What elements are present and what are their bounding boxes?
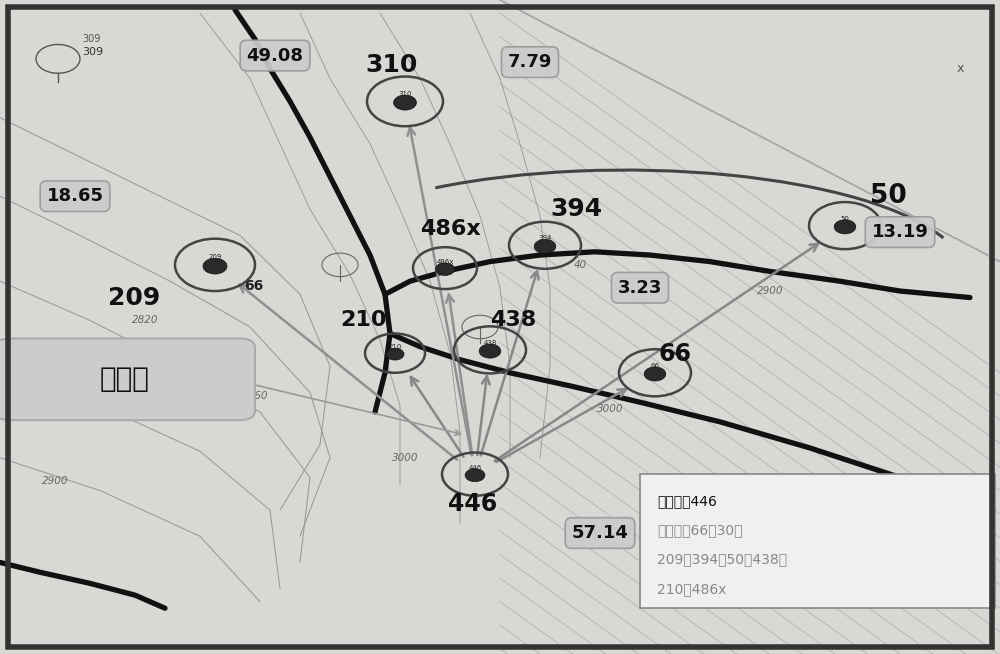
Circle shape: [534, 239, 556, 254]
Circle shape: [394, 95, 416, 110]
Text: 注剂井：446: 注剂井：446: [657, 494, 717, 508]
Text: 注剂井: 注剂井: [100, 366, 150, 393]
Text: 209: 209: [108, 286, 160, 309]
Text: 394: 394: [550, 198, 602, 221]
Text: 209、394、50、438、: 209、394、50、438、: [657, 553, 787, 566]
Text: 2900: 2900: [42, 475, 68, 486]
Text: 446: 446: [468, 465, 482, 471]
Text: 2860: 2860: [37, 364, 63, 375]
Text: 438: 438: [490, 311, 536, 330]
Text: 486x: 486x: [436, 259, 454, 265]
Circle shape: [834, 220, 856, 234]
Text: 210: 210: [340, 311, 386, 330]
Circle shape: [386, 348, 404, 360]
Text: 见剂井：66、30、: 见剂井：66、30、: [657, 523, 742, 537]
Circle shape: [203, 258, 227, 274]
Text: 66: 66: [658, 343, 691, 366]
Text: 57.14: 57.14: [572, 524, 628, 542]
Text: 2860: 2860: [242, 390, 268, 401]
Text: 309: 309: [82, 47, 103, 58]
Text: 13.19: 13.19: [872, 223, 928, 241]
Text: 210: 210: [388, 344, 402, 351]
Circle shape: [435, 263, 455, 275]
Text: 3000: 3000: [597, 404, 623, 414]
Text: 66: 66: [650, 363, 660, 369]
Text: 309: 309: [82, 34, 100, 44]
Text: 486x: 486x: [420, 219, 481, 239]
Text: 209: 209: [208, 254, 222, 260]
Circle shape: [479, 344, 501, 358]
Text: 2900: 2900: [757, 286, 783, 296]
Text: x: x: [956, 62, 964, 75]
Text: 18.65: 18.65: [46, 187, 104, 205]
Text: 446: 446: [448, 492, 497, 515]
Text: 394: 394: [538, 235, 552, 241]
FancyBboxPatch shape: [640, 474, 995, 608]
Text: 49.08: 49.08: [246, 46, 304, 65]
Text: 3000: 3000: [392, 453, 418, 463]
Text: 3.23: 3.23: [618, 279, 662, 297]
Text: 40: 40: [573, 260, 587, 270]
Text: 50: 50: [841, 216, 849, 222]
Text: 310: 310: [398, 91, 412, 97]
Text: 66: 66: [244, 279, 263, 294]
Circle shape: [465, 469, 485, 482]
Circle shape: [644, 367, 666, 381]
Text: 7.79: 7.79: [508, 53, 552, 71]
Text: 210、486x: 210、486x: [657, 582, 726, 596]
FancyBboxPatch shape: [0, 339, 255, 421]
Text: 310: 310: [365, 54, 417, 77]
Text: 2820: 2820: [132, 315, 158, 326]
Text: 50: 50: [870, 183, 907, 209]
Text: 438: 438: [483, 340, 497, 346]
